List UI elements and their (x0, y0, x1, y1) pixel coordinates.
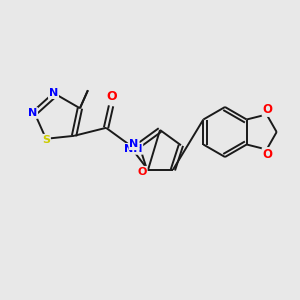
Text: NH: NH (124, 144, 142, 154)
Text: O: O (263, 103, 273, 116)
Text: O: O (137, 167, 147, 177)
Text: N: N (28, 108, 37, 118)
Text: S: S (42, 135, 50, 145)
Text: N: N (130, 139, 139, 149)
Text: N: N (49, 88, 58, 98)
Text: O: O (107, 90, 117, 103)
Text: O: O (263, 148, 273, 161)
